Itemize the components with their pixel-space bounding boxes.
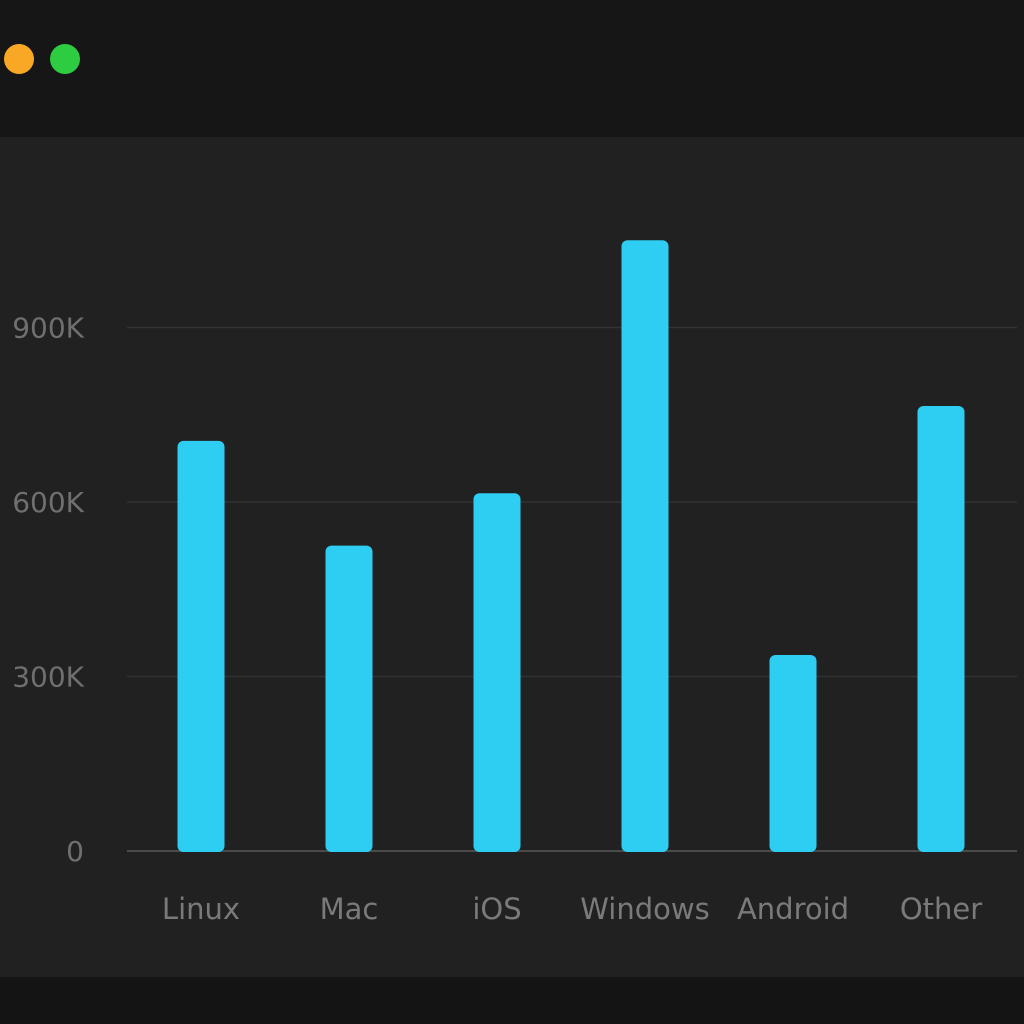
- minimize-button[interactable]: [4, 44, 34, 74]
- bar-other: [917, 406, 965, 852]
- bar-mac: [325, 545, 373, 852]
- x-tick-label: Android: [737, 892, 849, 926]
- bar-ios: [473, 493, 521, 852]
- x-tick-label: Windows: [580, 892, 709, 926]
- y-tick-label: 600K: [12, 486, 84, 519]
- title-bar: [0, 0, 1024, 137]
- y-tick-label: 300K: [12, 661, 84, 694]
- chart-panel: 0 300K 600K 900K Linux Mac iOS Windows Android Ot…: [0, 137, 1024, 977]
- x-tick-label: iOS: [472, 892, 521, 926]
- x-tick-label: Linux: [162, 892, 240, 926]
- y-tick-label: 0: [66, 835, 84, 868]
- bar-chart: 0 300K 600K 900K Linux Mac iOS Windows Android Ot…: [12, 240, 1017, 926]
- y-tick-label: 900K: [12, 312, 84, 345]
- bar-windows: [621, 240, 669, 852]
- bar-android: [769, 654, 817, 852]
- maximize-button[interactable]: [50, 44, 80, 74]
- x-tick-label: Other: [900, 892, 982, 926]
- x-tick-label: Mac: [320, 892, 379, 926]
- bar-linux: [177, 440, 225, 852]
- status-bar: [0, 977, 1024, 1024]
